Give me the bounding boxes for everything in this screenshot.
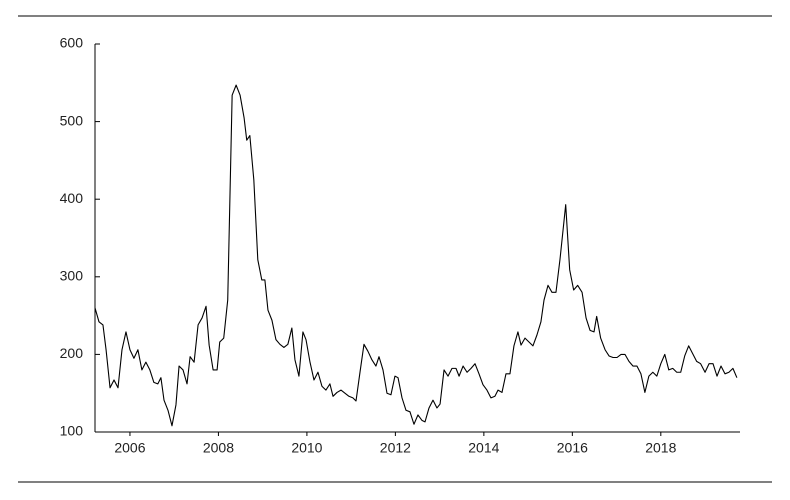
x-tick-label: 2006 <box>114 440 145 456</box>
x-tick-label: 2014 <box>468 440 499 456</box>
y-tick-label: 300 <box>60 268 84 284</box>
data-line <box>94 84 738 427</box>
y-tick-label: 100 <box>60 423 84 439</box>
x-tick-label: 2010 <box>291 440 322 456</box>
y-tick-label: 200 <box>60 345 84 361</box>
x-tick-label: 2012 <box>380 440 411 456</box>
x-tick-label: 2018 <box>645 440 676 456</box>
x-tick-label: 2008 <box>203 440 234 456</box>
x-tick-label: 2016 <box>557 440 588 456</box>
y-tick-label: 400 <box>60 190 84 206</box>
y-tick-label: 600 <box>60 35 84 51</box>
y-tick-label: 500 <box>60 112 84 128</box>
